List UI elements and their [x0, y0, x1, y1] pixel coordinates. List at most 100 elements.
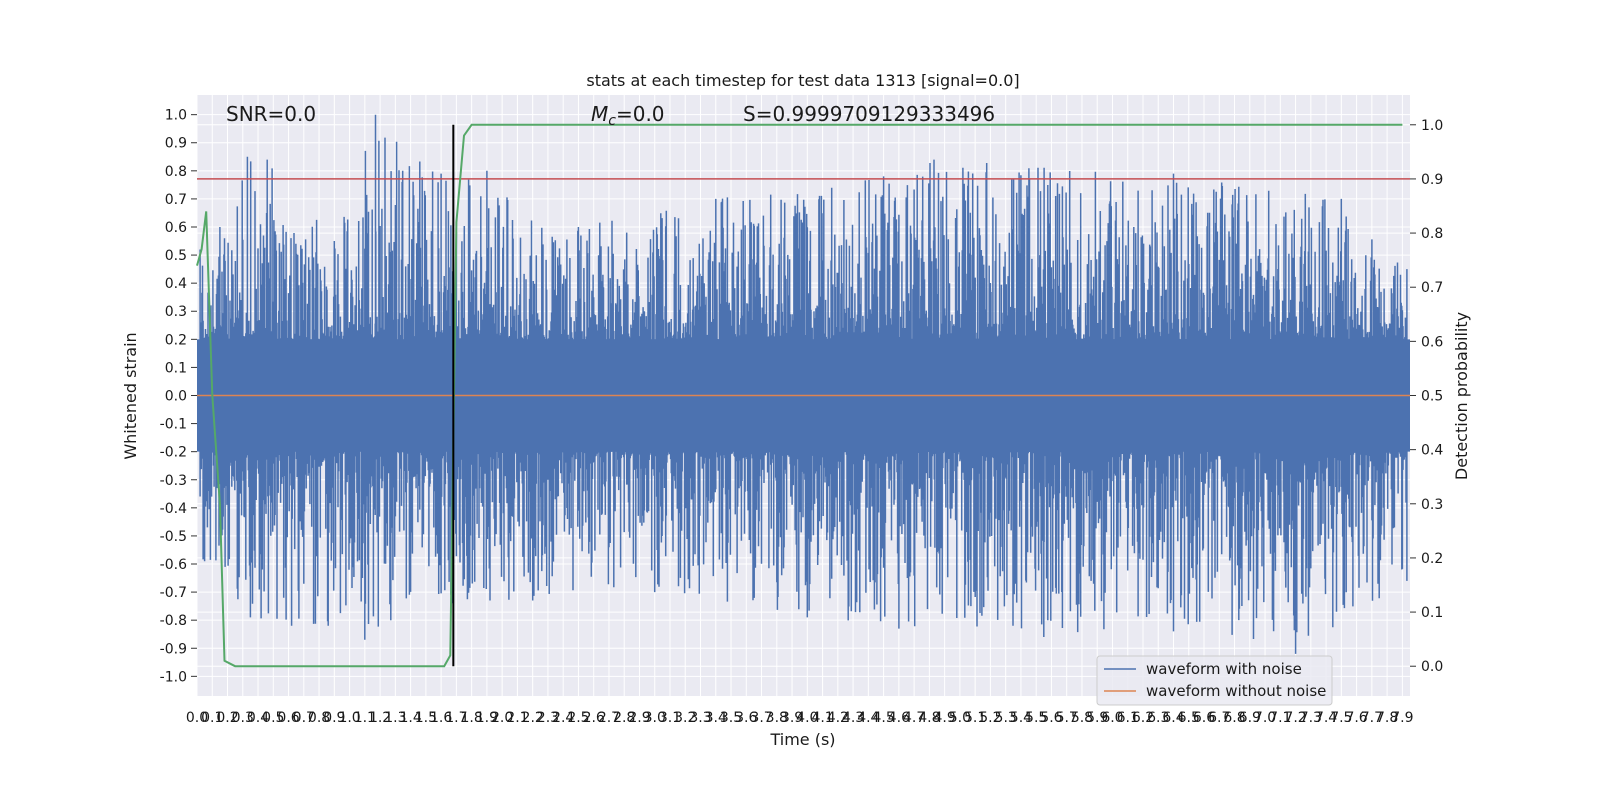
- x-tick-label: 2.4: [552, 710, 574, 726]
- x-tick-label: 4.7: [903, 710, 925, 726]
- x-tick-label: 2.7: [598, 710, 620, 726]
- x-tick-label: 3.8: [766, 710, 788, 726]
- y-tick-label: -0.7: [160, 585, 187, 601]
- x-tick-label: 0.1: [201, 710, 223, 726]
- x-tick-label: 0.7: [293, 710, 315, 726]
- y2-tick-label: 0.9: [1421, 172, 1443, 188]
- x-tick-label: 5.2: [979, 710, 1001, 726]
- x-tick-label: 5.4: [1010, 710, 1032, 726]
- y-tick-label: 0.8: [165, 164, 187, 180]
- x-tick-label: 4.2: [827, 710, 849, 726]
- x-tick-label: 4.1: [811, 710, 833, 726]
- mc-annotation: Mc=0.0: [591, 102, 665, 129]
- x-tick-label: 2.1: [506, 710, 528, 726]
- y2-tick-label: 0.4: [1421, 443, 1443, 459]
- y-tick-label: 1.0: [165, 108, 187, 124]
- x-tick-label: 0.0: [186, 710, 208, 726]
- x-axis-label: Time (s): [769, 730, 835, 749]
- legend-label-clean: waveform without noise: [1146, 682, 1326, 700]
- y2-tick-label: 0.8: [1421, 226, 1443, 242]
- x-tick-label: 5.7: [1056, 710, 1078, 726]
- x-tick-label: 3.0: [644, 710, 666, 726]
- x-tick-label: 7.9: [1391, 710, 1413, 726]
- x-tick-label: 6.4: [1162, 710, 1184, 726]
- x-tick-label: 0.9: [323, 710, 345, 726]
- y-tick-label: 0.9: [165, 136, 187, 152]
- x-tick-label: 2.2: [522, 710, 544, 726]
- mc-symbol: M: [591, 102, 608, 126]
- y-tick-label: -0.9: [160, 641, 187, 657]
- x-tick-label: 7.1: [1269, 710, 1291, 726]
- ticks: 0.00.10.20.30.40.50.60.70.80.91.01.11.21…: [160, 108, 1444, 726]
- x-tick-label: 0.3: [232, 710, 254, 726]
- s-annotation: S=0.9999709129333496: [743, 102, 995, 126]
- y2-tick-label: 0.1: [1421, 605, 1443, 621]
- legend-box: [1096, 655, 1333, 706]
- y-tick-label: 0.5: [165, 248, 187, 264]
- x-tick-label: 5.6: [1040, 710, 1062, 726]
- mc-value: =0.0: [616, 102, 665, 126]
- x-tick-label: 1.1: [354, 710, 376, 726]
- y2-tick-label: 0.3: [1421, 497, 1443, 513]
- y-tick-label: -0.6: [160, 557, 187, 573]
- y-tick-label: 0.7: [165, 192, 187, 208]
- y-tick-label: 0.1: [165, 360, 187, 376]
- x-tick-label: 0.2: [216, 710, 238, 726]
- x-tick-label: 5.1: [964, 710, 986, 726]
- x-tick-label: 4.9: [934, 710, 956, 726]
- y-tick-label: -0.3: [160, 473, 187, 489]
- y-tick-label: -0.5: [160, 529, 187, 545]
- snr-annotation: SNR=0.0: [226, 102, 316, 126]
- x-tick-label: 5.0: [949, 710, 971, 726]
- x-tick-label: 1.3: [384, 710, 406, 726]
- x-tick-label: 0.6: [277, 710, 299, 726]
- x-tick-label: 7.5: [1330, 710, 1352, 726]
- y-tick-label: -0.4: [160, 501, 187, 517]
- y-tick-label: -0.8: [160, 613, 187, 629]
- y-tick-label: 0.2: [165, 332, 187, 348]
- x-tick-label: 6.8: [1223, 710, 1245, 726]
- x-tick-label: 0.5: [262, 710, 284, 726]
- x-tick-label: 2.3: [537, 710, 559, 726]
- x-tick-label: 3.6: [735, 710, 757, 726]
- x-tick-label: 7.4: [1315, 710, 1337, 726]
- x-tick-label: 1.2: [369, 710, 391, 726]
- x-tick-label: 6.7: [1208, 710, 1230, 726]
- x-tick-label: 3.3: [689, 710, 711, 726]
- y2-tick-label: 0.5: [1421, 389, 1443, 405]
- x-tick-label: 2.9: [628, 710, 650, 726]
- x-tick-label: 1.7: [445, 710, 467, 726]
- x-tick-label: 7.3: [1300, 710, 1322, 726]
- x-tick-label: 5.5: [1025, 710, 1047, 726]
- y-tick-label: -0.1: [160, 417, 187, 433]
- x-tick-label: 4.4: [857, 710, 879, 726]
- y2-tick-label: 0.7: [1421, 280, 1443, 296]
- y-axis-label: Whitened strain: [121, 332, 140, 459]
- x-tick-label: 6.9: [1239, 710, 1261, 726]
- x-tick-label: 6.1: [1117, 710, 1139, 726]
- mc-subscript: c: [608, 113, 616, 129]
- x-tick-label: 0.4: [247, 710, 269, 726]
- x-tick-label: 4.3: [842, 710, 864, 726]
- x-tick-label: 6.0: [1101, 710, 1123, 726]
- x-tick-label: 3.5: [720, 710, 742, 726]
- x-tick-label: 2.5: [567, 710, 589, 726]
- x-tick-label: 3.9: [781, 710, 803, 726]
- x-tick-label: 2.6: [583, 710, 605, 726]
- x-tick-label: 7.2: [1284, 710, 1306, 726]
- x-tick-label: 3.1: [659, 710, 681, 726]
- y2-axis-label: Detection probability: [1452, 312, 1471, 480]
- y-tick-label: 0.4: [165, 276, 187, 292]
- x-tick-label: 3.7: [750, 710, 772, 726]
- y-tick-label: 0.0: [165, 389, 187, 405]
- chart-title: stats at each timestep for test data 131…: [586, 71, 1019, 90]
- x-tick-label: 3.2: [674, 710, 696, 726]
- x-tick-label: 1.0: [338, 710, 360, 726]
- y-tick-label: 0.6: [165, 220, 187, 236]
- legend-label-noise: waveform with noise: [1146, 660, 1302, 678]
- y2-tick-label: 0.6: [1421, 334, 1443, 350]
- x-tick-label: 1.6: [430, 710, 452, 726]
- x-tick-label: 4.5: [872, 710, 894, 726]
